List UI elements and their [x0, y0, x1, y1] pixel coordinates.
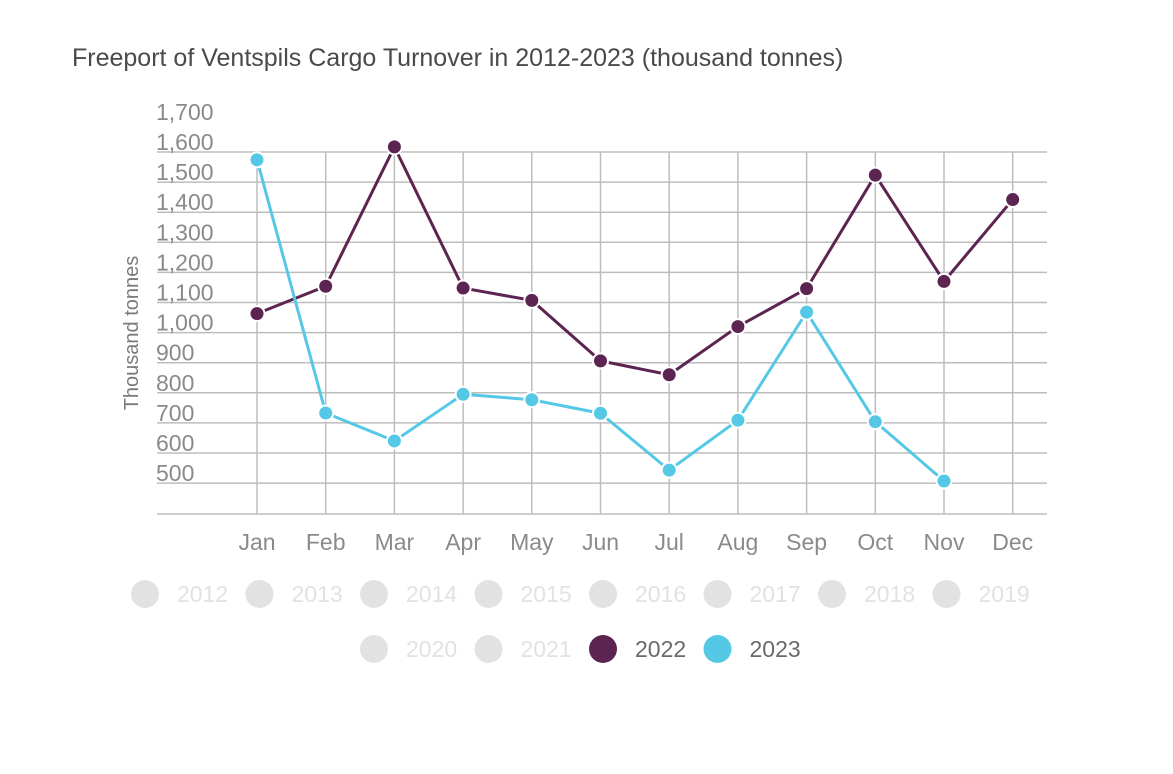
legend-item-2012[interactable]: 2012: [131, 580, 228, 608]
data-point-2022[interactable]: [798, 280, 816, 298]
y-tick-label: 500: [156, 460, 194, 486]
grid-lines: [157, 151, 1047, 515]
legend-label[interactable]: 2017: [750, 581, 801, 607]
x-axis-ticks: Jan Feb Mar Apr May Jun Jul Aug Sep Oct Nov Dec: [238, 529, 1033, 555]
x-tick-label: Dec: [992, 529, 1033, 555]
legend-item-2018[interactable]: 2018: [818, 580, 915, 608]
data-point-2023[interactable]: [935, 472, 953, 490]
legend[interactable]: 2012 2013 2014 2015 2016 2017 2018 2019 2020 2021…: [131, 580, 1030, 663]
data-point-2023[interactable]: [798, 303, 816, 321]
data-point-2023[interactable]: [660, 461, 678, 479]
legend-marker[interactable]: [131, 580, 159, 608]
legend-label[interactable]: 2013: [292, 581, 343, 607]
data-point-2022[interactable]: [866, 166, 884, 184]
y-tick-label: 1,700: [156, 99, 214, 125]
y-tick-label: 900: [156, 340, 194, 366]
data-point-2023[interactable]: [592, 404, 609, 422]
legend-label[interactable]: 2014: [406, 581, 457, 607]
x-tick-label: Jan: [238, 529, 275, 555]
chart-title: Freeport of Ventspils Cargo Turnover in …: [72, 44, 844, 72]
data-point-2023[interactable]: [317, 404, 335, 422]
x-tick-label: Feb: [306, 529, 346, 555]
x-tick-label: Mar: [375, 529, 415, 555]
legend-marker[interactable]: [360, 580, 388, 608]
data-point-2022[interactable]: [935, 272, 953, 290]
y-axis-label: Thousand tonnes: [121, 256, 143, 411]
legend-marker[interactable]: [360, 635, 388, 663]
legend-label[interactable]: 2019: [979, 581, 1030, 607]
legend-item-2016[interactable]: 2016: [589, 580, 686, 608]
data-point-2022[interactable]: [385, 138, 403, 156]
legend-marker[interactable]: [589, 580, 617, 608]
legend-marker[interactable]: [932, 580, 961, 608]
legend-item-2023[interactable]: 2023: [703, 635, 801, 663]
data-point-2023[interactable]: [729, 411, 747, 429]
data-point-2023[interactable]: [385, 432, 403, 450]
data-point-2022[interactable]: [454, 279, 472, 297]
data-point-2022[interactable]: [1004, 191, 1022, 209]
data-point-2023[interactable]: [523, 391, 541, 409]
data-point-2023[interactable]: [454, 385, 472, 403]
legend-marker[interactable]: [703, 635, 732, 663]
legend-item-2022[interactable]: 2022: [589, 635, 686, 663]
legend-label[interactable]: 2012: [177, 581, 228, 607]
legend-label[interactable]: 2015: [521, 581, 572, 607]
legend-item-2020[interactable]: 2020: [360, 635, 457, 663]
y-tick-label: 1,000: [156, 310, 214, 336]
legend-item-2015[interactable]: 2015: [474, 580, 572, 608]
x-tick-label: May: [510, 529, 554, 555]
x-tick-label: Oct: [857, 529, 893, 555]
y-tick-label: 700: [156, 400, 194, 426]
legend-item-2014[interactable]: 2014: [360, 580, 457, 608]
data-point-2022[interactable]: [317, 277, 335, 295]
y-tick-label: 1,600: [156, 129, 214, 155]
legend-label[interactable]: 2023: [750, 636, 801, 662]
data-point-2022[interactable]: [592, 352, 609, 370]
data-point-2022[interactable]: [248, 305, 266, 323]
x-tick-label: Jul: [654, 529, 683, 555]
legend-item-2013[interactable]: 2013: [245, 580, 343, 608]
legend-marker[interactable]: [589, 635, 617, 663]
y-tick-label: 1,400: [156, 189, 214, 215]
legend-label[interactable]: 2022: [635, 636, 686, 662]
data-point-2023[interactable]: [248, 151, 266, 169]
series-line-2022: [256, 145, 1014, 377]
y-tick-label: 1,200: [156, 249, 214, 275]
legend-label[interactable]: 2016: [635, 581, 686, 607]
y-tick-label: 1,500: [156, 159, 214, 185]
legend-label[interactable]: 2018: [864, 581, 915, 607]
data-point-2023[interactable]: [866, 413, 884, 431]
legend-item-2019[interactable]: 2019: [932, 580, 1030, 608]
legend-marker[interactable]: [703, 580, 732, 608]
series-lines: [248, 138, 1022, 490]
legend-marker[interactable]: [245, 580, 274, 608]
y-tick-label: 600: [156, 430, 194, 456]
x-tick-label: Apr: [445, 529, 481, 555]
y-tick-label: 1,100: [156, 280, 214, 306]
x-tick-label: Nov: [924, 529, 965, 555]
data-point-2022[interactable]: [523, 291, 541, 309]
legend-marker[interactable]: [474, 635, 503, 663]
legend-marker[interactable]: [474, 580, 503, 608]
legend-marker[interactable]: [818, 580, 846, 608]
legend-item-2017[interactable]: 2017: [703, 580, 801, 608]
y-axis-ticks: 1,700 1,600 1,500 1,400 1,300 1,200 1,100 1,000…: [156, 99, 214, 486]
data-point-2022[interactable]: [729, 318, 747, 336]
x-tick-label: Sep: [786, 529, 827, 555]
y-tick-label: 800: [156, 370, 194, 396]
y-tick-label: 1,300: [156, 219, 214, 245]
data-point-2022[interactable]: [660, 366, 678, 384]
x-tick-label: Aug: [717, 529, 758, 555]
legend-label[interactable]: 2021: [521, 636, 572, 662]
legend-label[interactable]: 2020: [406, 636, 457, 662]
x-tick-label: Jun: [582, 529, 619, 555]
legend-item-2021[interactable]: 2021: [474, 635, 572, 663]
